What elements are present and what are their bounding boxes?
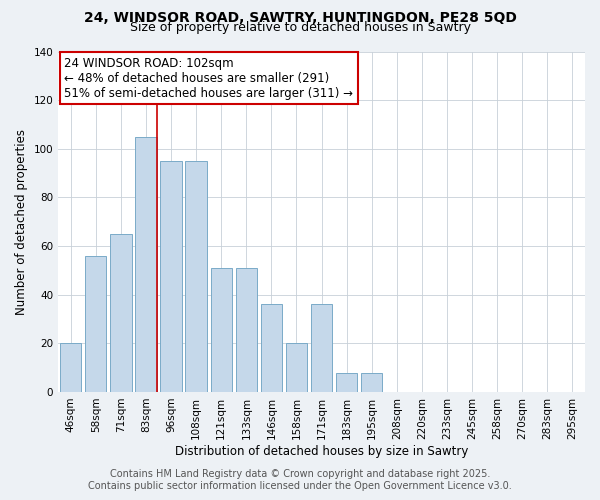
- Text: Contains HM Land Registry data © Crown copyright and database right 2025.
Contai: Contains HM Land Registry data © Crown c…: [88, 470, 512, 491]
- Text: 24 WINDSOR ROAD: 102sqm
← 48% of detached houses are smaller (291)
51% of semi-d: 24 WINDSOR ROAD: 102sqm ← 48% of detache…: [64, 56, 353, 100]
- Bar: [136, 136, 157, 392]
- Bar: [286, 344, 307, 392]
- Bar: [211, 268, 232, 392]
- Text: Size of property relative to detached houses in Sawtry: Size of property relative to detached ho…: [130, 22, 470, 35]
- Bar: [236, 268, 257, 392]
- Bar: [85, 256, 106, 392]
- Bar: [311, 304, 332, 392]
- X-axis label: Distribution of detached houses by size in Sawtry: Distribution of detached houses by size …: [175, 444, 468, 458]
- Text: 24, WINDSOR ROAD, SAWTRY, HUNTINGDON, PE28 5QD: 24, WINDSOR ROAD, SAWTRY, HUNTINGDON, PE…: [83, 11, 517, 25]
- Bar: [361, 372, 382, 392]
- Bar: [110, 234, 131, 392]
- Bar: [185, 161, 207, 392]
- Bar: [160, 161, 182, 392]
- Bar: [261, 304, 282, 392]
- Bar: [60, 344, 82, 392]
- Bar: [336, 372, 358, 392]
- Y-axis label: Number of detached properties: Number of detached properties: [15, 128, 28, 314]
